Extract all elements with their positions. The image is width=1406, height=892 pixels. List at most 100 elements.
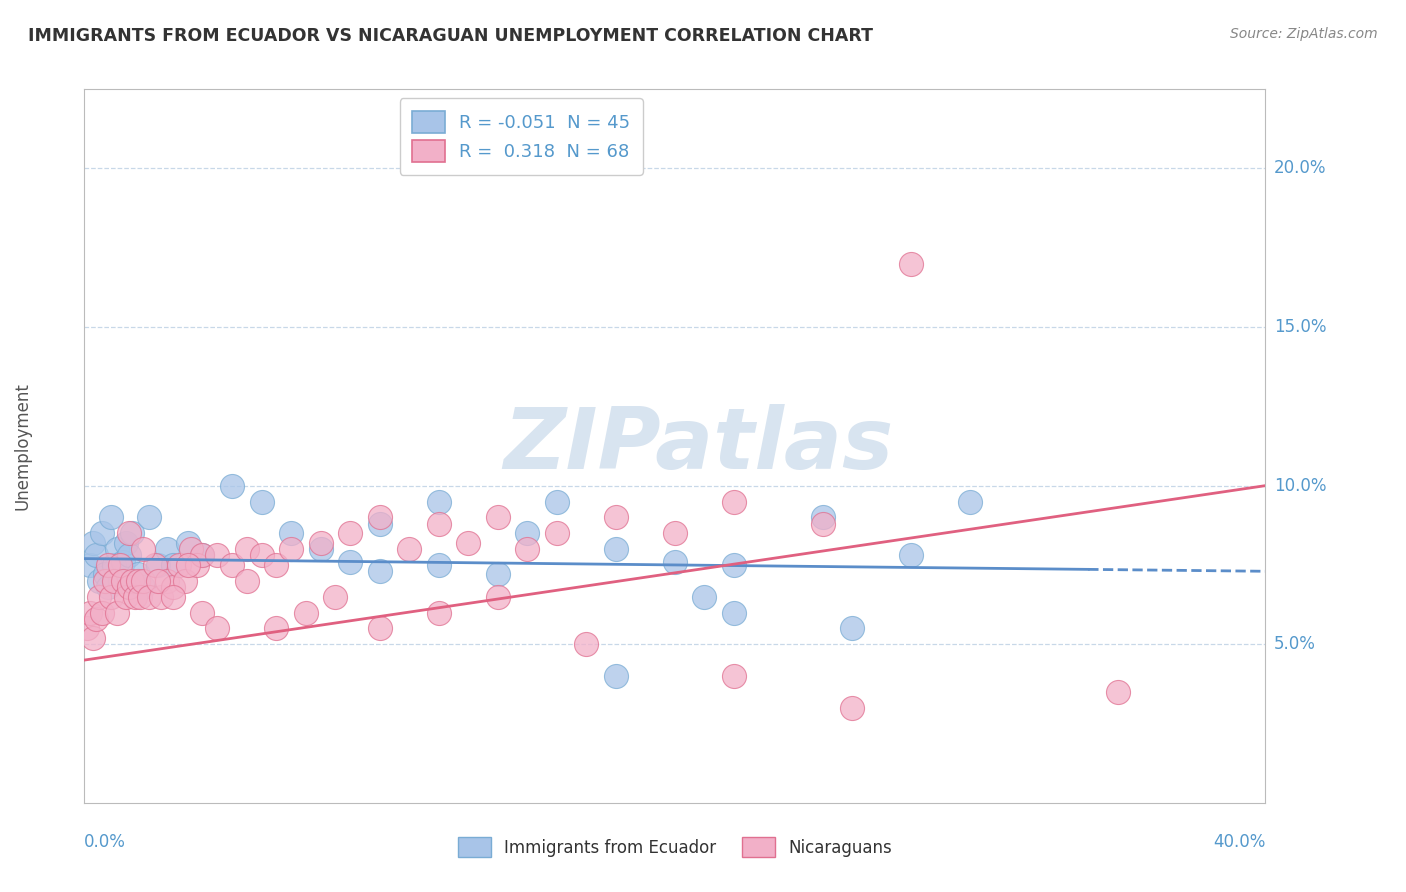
Point xyxy=(516,542,538,557)
Point xyxy=(127,574,149,588)
Point xyxy=(546,494,568,508)
Point xyxy=(723,606,745,620)
Point xyxy=(108,574,131,588)
Point xyxy=(398,542,420,557)
Point xyxy=(94,574,117,588)
Point xyxy=(156,542,179,557)
Point xyxy=(205,549,228,563)
Point xyxy=(723,558,745,572)
Point xyxy=(186,558,208,572)
Point xyxy=(959,494,981,508)
Point xyxy=(221,478,243,492)
Point xyxy=(108,558,131,572)
Point xyxy=(900,257,922,271)
Point xyxy=(94,567,117,582)
Point xyxy=(546,526,568,541)
Point xyxy=(87,590,111,604)
Point xyxy=(280,542,302,557)
Point xyxy=(841,621,863,635)
Point xyxy=(118,580,141,594)
Point xyxy=(280,526,302,541)
Point xyxy=(264,558,288,572)
Point xyxy=(162,590,184,604)
Point xyxy=(114,590,136,604)
Text: 0.0%: 0.0% xyxy=(84,833,127,851)
Point xyxy=(118,526,141,541)
Point xyxy=(486,590,509,604)
Point xyxy=(221,558,243,572)
Point xyxy=(150,590,173,604)
Point xyxy=(205,621,228,635)
Point xyxy=(162,580,184,594)
Point xyxy=(427,494,450,508)
Point xyxy=(191,549,214,563)
Point xyxy=(138,590,160,604)
Point xyxy=(127,567,149,582)
Point xyxy=(91,526,114,541)
Point xyxy=(235,574,259,588)
Point xyxy=(723,669,745,683)
Point xyxy=(309,542,332,557)
Point xyxy=(105,606,128,620)
Point xyxy=(118,549,141,563)
Legend: Immigrants from Ecuador, Nicaraguans: Immigrants from Ecuador, Nicaraguans xyxy=(450,829,900,866)
Point xyxy=(156,574,179,588)
Point xyxy=(111,555,134,569)
Text: 15.0%: 15.0% xyxy=(1274,318,1326,336)
Point xyxy=(84,612,107,626)
Point xyxy=(103,558,125,572)
Point xyxy=(900,549,922,563)
Point xyxy=(841,700,863,714)
Point xyxy=(323,590,347,604)
Point xyxy=(368,516,391,531)
Point xyxy=(457,535,479,549)
Point xyxy=(250,494,273,508)
Point xyxy=(76,621,98,635)
Point xyxy=(811,516,834,531)
Point xyxy=(148,558,170,572)
Point xyxy=(664,526,686,541)
Point xyxy=(100,510,122,524)
Point xyxy=(191,606,214,620)
Point xyxy=(191,549,214,563)
Text: Source: ZipAtlas.com: Source: ZipAtlas.com xyxy=(1230,27,1378,41)
Point xyxy=(264,621,288,635)
Point xyxy=(575,637,598,651)
Point xyxy=(148,574,170,588)
Point xyxy=(723,494,745,508)
Point xyxy=(105,542,128,557)
Point xyxy=(167,558,190,572)
Point xyxy=(368,510,391,524)
Point xyxy=(177,558,200,572)
Point xyxy=(79,606,101,620)
Point xyxy=(516,526,538,541)
Point xyxy=(97,580,120,594)
Point xyxy=(138,510,160,524)
Point xyxy=(486,567,509,582)
Point xyxy=(132,542,155,557)
Point xyxy=(82,631,104,645)
Point xyxy=(121,574,143,588)
Point xyxy=(486,510,509,524)
Text: Unemployment: Unemployment xyxy=(13,382,31,510)
Point xyxy=(605,510,627,524)
Point xyxy=(87,574,111,588)
Point xyxy=(124,590,146,604)
Point xyxy=(368,564,391,578)
Point xyxy=(664,555,686,569)
Text: 5.0%: 5.0% xyxy=(1274,635,1316,653)
Point xyxy=(427,516,450,531)
Point xyxy=(82,535,104,549)
Point xyxy=(339,526,361,541)
Point xyxy=(250,549,273,563)
Point xyxy=(427,606,450,620)
Point xyxy=(368,621,391,635)
Point xyxy=(84,549,107,563)
Point xyxy=(180,542,202,557)
Point xyxy=(132,574,155,588)
Point xyxy=(132,580,155,594)
Text: 20.0%: 20.0% xyxy=(1274,160,1326,178)
Point xyxy=(121,526,143,541)
Point xyxy=(79,558,101,572)
Point xyxy=(693,590,716,604)
